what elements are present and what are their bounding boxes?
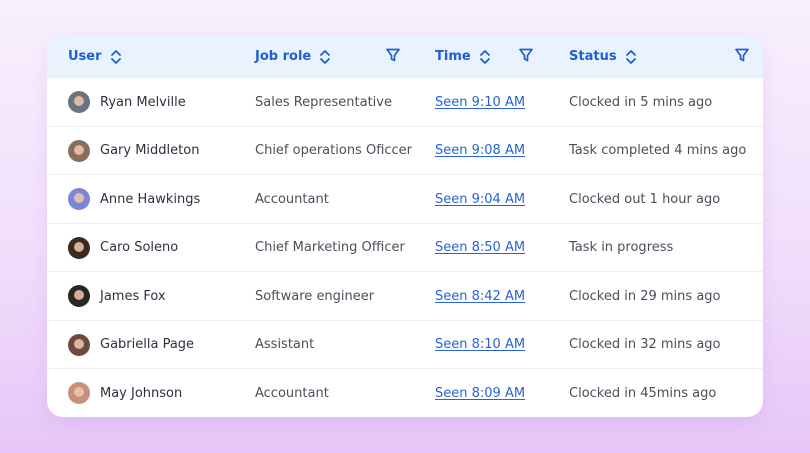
user-cell: May Johnson [68,369,182,417]
avatar [68,285,90,307]
table-row[interactable]: May Johnson Accountant Seen 8:09 AM Clocked… [47,369,763,417]
user-name: Gary Middleton [100,143,200,158]
avatar [68,91,90,113]
time-cell: Seen 8:09 AM [435,369,525,417]
user-cell: Gary Middleton [68,127,199,175]
avatar [68,139,90,162]
time-cell: Seen 8:50 AM [435,224,525,272]
filter-icon[interactable] [385,47,401,63]
users-table: User Job role Time Status [47,35,763,417]
user-name: Anne Hawkings [100,191,201,207]
filter-icon[interactable] [734,47,750,63]
column-header-status[interactable]: Status [569,35,637,78]
avatar [68,382,90,404]
table-row[interactable]: Gabriella Page Assistant Seen 8:10 AM Clock… [47,321,763,369]
seen-time-link[interactable]: Seen 9:08 AM [435,143,526,158]
status-cell: Task in progress [569,240,674,255]
sort-icon[interactable] [319,49,331,65]
job-role-cell: Chief Marketing Officer [255,240,405,255]
time-cell: Seen 8:10 AM [435,321,525,369]
status-cell: Task completed 4 mins ago [569,143,747,158]
table-row[interactable]: Ryan Melville Sales Representative Seen 9:… [47,78,763,127]
user-cell: Anne Hawkings [68,175,200,223]
seen-time-link[interactable]: Seen 8:09 AM [435,385,526,401]
seen-time-link[interactable]: Seen 9:04 AM [435,191,526,207]
time-cell: Seen 9:08 AM [435,127,525,175]
seen-time-link[interactable]: Seen 8:42 AM [435,288,526,304]
user-name: Ryan Melville [100,94,186,110]
sort-icon[interactable] [110,49,122,65]
user-name: Gabriella Page [100,337,195,352]
table-row[interactable]: Anne Hawkings Accountant Seen 9:04 AM Clock… [47,175,763,224]
column-header-label: Job role [255,49,312,64]
user-name: James Fox [100,288,166,304]
table-row[interactable]: Gary Middleton Chief operations Oficcer Se… [47,127,763,175]
avatar [68,333,90,356]
seen-time-link[interactable]: Seen 9:10 AM [435,94,526,110]
time-cell: Seen 8:42 AM [435,272,525,320]
status-cell: Clocked out 1 hour ago [569,191,721,207]
user-name: Caro Soleno [100,240,179,255]
column-header-user[interactable]: User [68,35,122,78]
status-cell: Clocked in 5 mins ago [569,94,713,110]
time-cell: Seen 9:10 AM [435,78,525,126]
column-header-label: Time [435,49,471,64]
job-role-cell: Sales Representative [255,94,392,110]
sort-icon[interactable] [625,49,637,65]
status-cell: Clocked in 45mins ago [569,385,717,401]
column-header-time[interactable]: Time [435,35,491,78]
table-row[interactable]: Caro Soleno Chief Marketing Officer Seen 8… [47,224,763,272]
user-cell: James Fox [68,272,166,320]
time-cell: Seen 9:04 AM [435,175,525,223]
seen-time-link[interactable]: Seen 8:10 AM [435,337,526,352]
table-row[interactable]: James Fox Software engineer Seen 8:42 AM Cl… [47,272,763,321]
user-cell: Gabriella Page [68,321,194,369]
status-cell: Clocked in 29 mins ago [569,288,721,304]
job-role-cell: Assistant [255,337,315,352]
user-cell: Ryan Melville [68,78,186,126]
user-name: May Johnson [100,385,183,401]
user-cell: Caro Soleno [68,224,178,272]
table-header: User Job role Time Status [47,35,763,78]
column-header-label: User [68,49,102,64]
column-header-label: Status [569,49,617,64]
avatar [68,236,90,259]
job-role-cell: Accountant [255,385,329,401]
status-cell: Clocked in 32 mins ago [569,337,721,352]
job-role-cell: Chief operations Oficcer [255,143,413,158]
sort-icon[interactable] [479,49,491,65]
job-role-cell: Software engineer [255,288,375,304]
seen-time-link[interactable]: Seen 8:50 AM [435,240,526,255]
avatar [68,188,90,210]
job-role-cell: Accountant [255,191,329,207]
filter-icon[interactable] [518,47,534,63]
column-header-job-role[interactable]: Job role [255,35,331,78]
